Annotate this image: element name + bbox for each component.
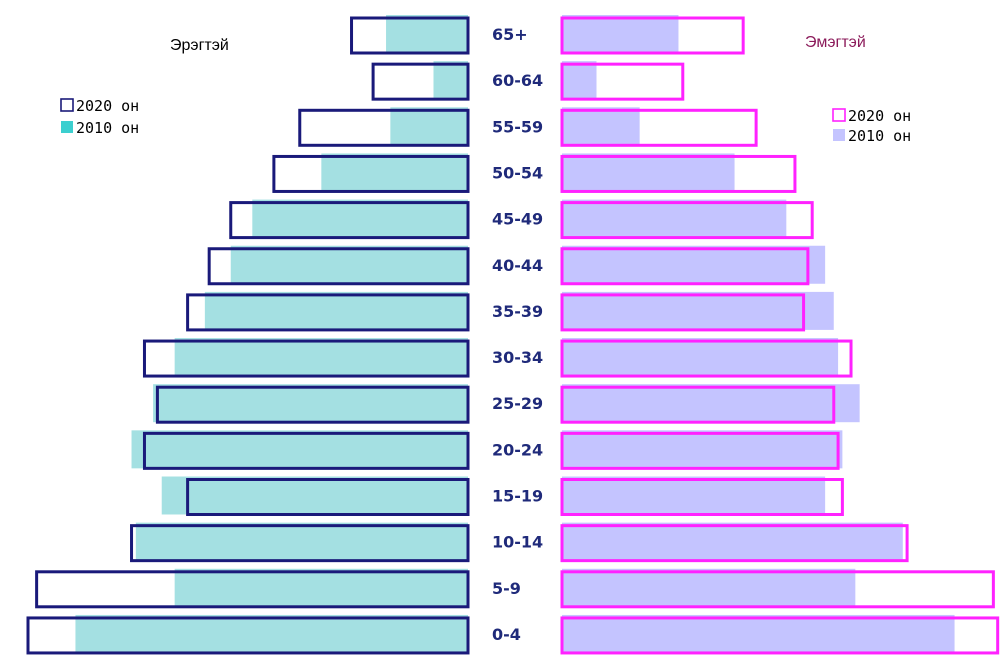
female-2020-bar-35-39 (560, 293, 806, 332)
male-legend: 2020 он 2010 он (60, 97, 139, 137)
female-2020-bar-40-44 (560, 247, 810, 286)
age-label-35-39: 35-39 (492, 302, 543, 321)
female-2020-bar-30-34 (560, 339, 853, 378)
female-2020-bar-20-24 (560, 431, 840, 470)
male-2010-bar-40-44 (230, 245, 468, 284)
female-legend: 2020 он 2010 он (832, 107, 911, 145)
age-label-20-24: 20-24 (492, 440, 543, 459)
male-2010-bar-5-9 (174, 568, 468, 607)
female-2010-bar-25-29 (562, 384, 860, 423)
legend-label-female-2020: 2020 он (848, 107, 911, 125)
male-2010-bar-50-54 (321, 153, 468, 192)
female-2020-bar-50-54 (560, 154, 797, 193)
legend-label-female-2010: 2010 он (848, 127, 911, 145)
age-label-25-29: 25-29 (492, 394, 543, 413)
female-2020-bar-10-14 (560, 524, 909, 563)
male-2010-bar-45-49 (252, 199, 468, 238)
age-label-0-4: 0-4 (492, 625, 521, 644)
age-label-40-44: 40-44 (492, 256, 543, 275)
female-2020-outline-bars (560, 16, 1000, 655)
male-2020-bar-25-29 (155, 385, 470, 424)
female-2020-bar-15-19 (560, 478, 844, 516)
age-label-10-14: 10-14 (492, 533, 543, 552)
male-2020-bar-30-34 (142, 339, 470, 378)
male-2020-bar-55-59 (298, 108, 470, 147)
legend-swatch-male-2010 (61, 121, 73, 133)
male-2010-bar-55-59 (390, 107, 468, 146)
legend-swatch-female-2010 (833, 129, 845, 141)
age-label-45-49: 45-49 (492, 210, 543, 229)
female-2010-bar-55-59 (562, 107, 640, 146)
female-2010-bar-35-39 (562, 291, 834, 330)
age-label-30-34: 30-34 (492, 348, 543, 367)
female-2010-bar-20-24 (562, 430, 843, 469)
female-2020-bar-45-49 (560, 201, 814, 240)
male-side-title: Эрэгтэй (170, 37, 229, 54)
male-2020-bar-5-9 (35, 570, 470, 609)
female-2010-bar-30-34 (562, 338, 839, 377)
legend-swatch-female-2020 (832, 108, 846, 122)
age-label-15-19: 15-19 (492, 487, 543, 506)
female-2010-bars (562, 15, 955, 653)
female-2020-bar-0-4 (560, 616, 1000, 655)
female-2020-bar-60-64 (560, 62, 685, 101)
male-2020-bar-15-19 (186, 478, 470, 516)
male-2020-bar-35-39 (186, 293, 470, 332)
legend-label-male-2020: 2020 он (76, 97, 139, 115)
female-2020-bar-65plus (560, 16, 745, 55)
age-label-50-54: 50-54 (492, 163, 543, 182)
male-2010-bar-65plus (386, 15, 468, 53)
male-2020-outline-bars (26, 16, 470, 655)
age-label-60-64: 60-64 (492, 71, 543, 90)
male-2010-bar-10-14 (135, 522, 468, 561)
male-2010-bars (75, 15, 469, 653)
male-2010-bar-0-4 (75, 614, 468, 653)
age-label-65plus: 65+ (492, 25, 528, 44)
male-2020-bar-50-54 (272, 154, 470, 193)
male-2010-bar-30-34 (174, 338, 468, 377)
female-2010-bar-10-14 (562, 522, 903, 561)
male-2020-bar-60-64 (371, 62, 470, 101)
female-2010-bar-15-19 (562, 476, 826, 515)
male-2020-bar-10-14 (130, 524, 470, 563)
female-2010-bar-50-54 (562, 153, 735, 192)
male-2020-bar-45-49 (229, 201, 470, 240)
female-2010-bar-0-4 (562, 614, 955, 653)
male-2020-bar-20-24 (142, 431, 470, 470)
male-2020-bar-65plus (350, 16, 470, 55)
male-2010-bar-20-24 (131, 430, 468, 469)
age-label-55-59: 55-59 (492, 117, 543, 136)
age-group-labels: 65+ 60-64 55-59 50-54 45-49 40-44 35-39 30-34 25… (492, 25, 543, 644)
male-2010-bar-60-64 (433, 61, 468, 100)
female-2010-bar-45-49 (562, 199, 787, 238)
male-2010-bar-15-19 (161, 476, 468, 515)
female-2010-bar-60-64 (562, 61, 597, 100)
female-2010-bar-40-44 (562, 245, 826, 284)
age-label-5-9: 5-9 (492, 579, 521, 598)
male-2010-bar-35-39 (204, 291, 469, 330)
female-2020-bar-25-29 (560, 385, 836, 424)
legend-swatch-male-2020 (60, 98, 74, 112)
male-2020-bar-40-44 (207, 247, 470, 286)
legend-label-male-2010: 2010 он (76, 119, 139, 137)
male-2020-bar-0-4 (26, 616, 470, 655)
female-side-title: Эмэгтэй (805, 34, 866, 51)
male-2010-bar-25-29 (153, 384, 469, 423)
female-2020-bar-5-9 (560, 570, 995, 609)
female-2010-bar-65plus (562, 15, 679, 53)
female-2010-bar-5-9 (562, 568, 856, 607)
female-2020-bar-55-59 (560, 108, 758, 147)
